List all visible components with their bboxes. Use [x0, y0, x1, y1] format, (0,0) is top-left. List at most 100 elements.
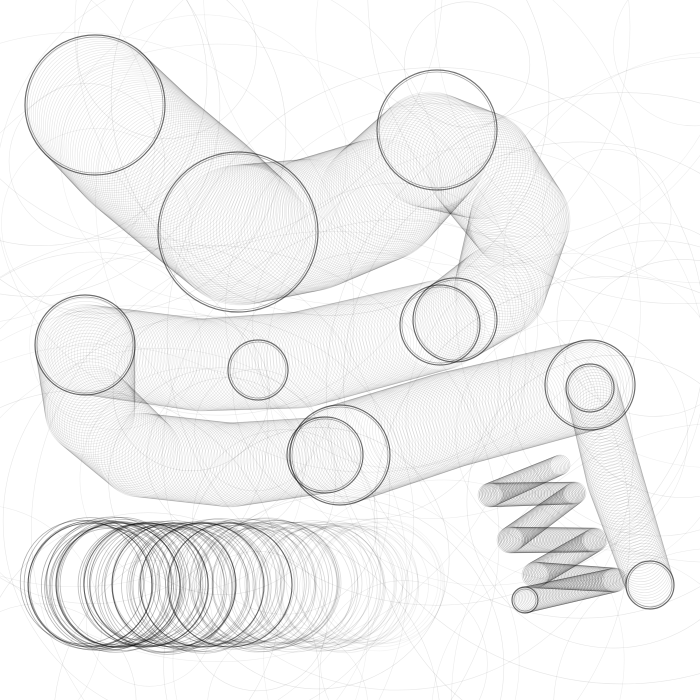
middle-tube-ring	[373, 284, 466, 376]
coil-ring	[485, 482, 510, 507]
right-slanted-tube-ring	[502, 349, 596, 442]
coil-ring	[578, 529, 604, 555]
coil-ring	[542, 457, 564, 479]
coil-ring	[565, 537, 591, 563]
bean-tube-ring	[452, 146, 557, 251]
coil-ring	[486, 482, 512, 507]
coil-ring	[501, 482, 526, 507]
ghost-circle	[613, 0, 700, 127]
ghost-circle	[194, 369, 317, 492]
left-u-tube-ring	[37, 316, 136, 415]
coil-ring	[581, 528, 606, 554]
bean-tube-ring	[461, 209, 558, 307]
right-slanted-tube-ring	[538, 341, 630, 432]
middle-tube-ring	[385, 281, 477, 373]
bean-tube-ring	[123, 123, 268, 269]
coil-ring	[525, 527, 552, 553]
coil-ring	[553, 544, 580, 570]
bean-tube-ring	[440, 255, 530, 345]
right-slanted-tube-ring	[434, 364, 530, 460]
bean-tube-ring	[294, 144, 422, 272]
bean-tube-ring	[429, 115, 538, 224]
coil-ring	[555, 564, 582, 590]
middle-tube-ring	[103, 312, 196, 404]
bean-tube-ring	[270, 151, 401, 281]
coil-ring	[557, 541, 583, 568]
coil-ring	[495, 482, 520, 507]
ghost-circle	[172, 489, 520, 700]
middle-tube-ring	[332, 293, 426, 387]
bottom-ring	[228, 521, 359, 653]
bean-tube-ring	[104, 108, 250, 254]
ghost-circle	[163, 495, 505, 700]
coil-ring	[515, 514, 542, 540]
ghost-circle	[29, 257, 202, 430]
middle-tube-ring	[391, 280, 483, 372]
coil-ring	[547, 492, 571, 517]
coil-ring	[590, 570, 616, 595]
left-u-tube-ring	[43, 355, 136, 448]
middle-tube-ring	[141, 317, 235, 410]
bottom-ring	[316, 517, 446, 648]
coil-ring	[503, 482, 528, 507]
bottom-ring	[315, 518, 442, 645]
coil-ring	[573, 565, 599, 591]
bean-tube-ring	[32, 42, 175, 185]
coil-ring	[532, 527, 559, 553]
middle-tube-ring	[251, 311, 349, 409]
left-u-tube-ring	[133, 416, 219, 502]
coil-ring	[534, 527, 561, 553]
right-slanted-tube-ring	[375, 379, 473, 478]
coil-ring	[483, 482, 509, 508]
coil-ring	[527, 482, 551, 506]
right-slanted-tube-ring	[410, 369, 507, 466]
bean-tube-ring	[449, 247, 541, 340]
left-u-tube-ring	[124, 415, 210, 501]
coil-ring	[528, 462, 551, 485]
bean-tube-ring	[305, 141, 432, 267]
left-u-tube-ring	[178, 421, 264, 507]
ghost-circle	[86, 559, 213, 687]
bean-tube-ring	[30, 40, 173, 183]
bean-tube-ring	[358, 103, 477, 222]
bean-tube-ring	[319, 135, 445, 261]
bottom-ring	[258, 525, 381, 649]
coil-ring	[522, 465, 545, 488]
coil-ring	[504, 472, 528, 496]
bean-tube-ring	[335, 122, 458, 245]
right-vertical-tube-ring	[619, 543, 670, 593]
coil-ring	[547, 563, 574, 590]
right-slanted-tube-ring	[404, 371, 502, 468]
bottom-ring	[168, 520, 299, 650]
coil-ring	[515, 482, 540, 506]
bottom-ring	[141, 521, 272, 653]
bean-tube-ring	[41, 51, 184, 194]
middle-tube-ring	[59, 306, 151, 398]
bean-tube-ring	[197, 162, 336, 301]
bean-tube-end-ring	[378, 71, 496, 189]
coil-ring	[580, 529, 605, 554]
coil-ring	[566, 575, 593, 601]
middle-tube-ring	[350, 289, 443, 383]
right-slanted-tube-ring	[517, 345, 610, 438]
bean-tube-ring	[134, 133, 279, 278]
coil-ring	[538, 552, 565, 579]
coil-ring	[556, 486, 580, 510]
right-vertical-tube-ring	[586, 451, 644, 509]
bean-tube-ring	[453, 243, 547, 337]
coil-ring	[529, 504, 555, 530]
right-vertical-tube-ring	[622, 551, 672, 602]
bottom-ring	[192, 522, 323, 653]
middle-tube-ring	[62, 306, 154, 398]
ghost-circle	[146, 377, 307, 538]
ghost-circle	[266, 146, 700, 586]
right-slanted-tube-ring	[419, 367, 516, 464]
right-slanted-tube-ring	[511, 347, 604, 440]
bean-tube-ring	[446, 249, 539, 341]
bean-tube-ring	[67, 77, 213, 223]
middle-tube-ring	[150, 318, 244, 411]
bean-tube-ring	[72, 81, 217, 227]
left-u-tube-ring	[103, 413, 189, 498]
bean-tube-ring	[144, 142, 288, 286]
middle-tube-ring	[133, 316, 226, 409]
